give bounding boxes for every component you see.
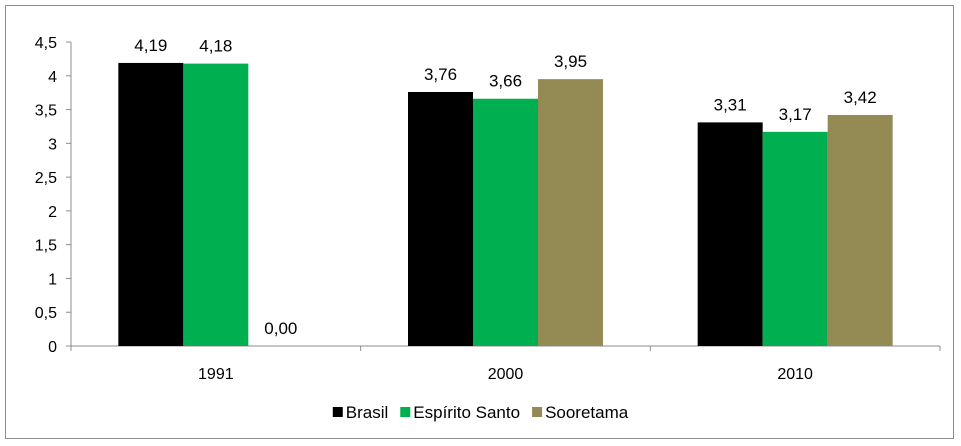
data-label: 3,95 — [554, 52, 587, 71]
bar — [183, 63, 249, 347]
bar — [118, 62, 184, 346]
legend-label: Sooretama — [545, 403, 629, 422]
data-label: 4,18 — [199, 37, 232, 56]
data-labels: 4,19 3,76 3,31 4,18 3,66 3,17 0,00 3,95 3,42 — [134, 36, 876, 338]
legend-label: Brasil — [346, 403, 389, 422]
y-tick-label: 2,5 — [35, 170, 57, 187]
legend-marker — [532, 407, 543, 417]
data-label: 3,31 — [714, 95, 747, 114]
y-tick-label: 3,5 — [35, 103, 57, 120]
x-tick-label: 1991 — [198, 366, 234, 383]
data-label: 0,00 — [264, 319, 297, 338]
y-tick-label: 0 — [48, 339, 57, 356]
y-tick-label: 3 — [48, 136, 57, 153]
data-label: 3,42 — [844, 88, 877, 107]
legend: Brasil Espírito Santo Sooretama — [332, 403, 629, 422]
bar — [538, 79, 603, 347]
y-tick-label: 1 — [48, 271, 57, 288]
bar — [697, 122, 763, 346]
data-label: 4,19 — [134, 36, 167, 55]
data-label: 3,76 — [424, 65, 457, 84]
legend-marker — [332, 407, 343, 417]
y-tick-label: 4 — [48, 69, 57, 86]
bar — [827, 114, 893, 347]
legend-marker — [400, 407, 411, 417]
bar — [473, 98, 538, 346]
data-label: 3,17 — [779, 105, 812, 124]
data-label: 3,66 — [489, 72, 522, 91]
x-tick-label: 2010 — [777, 366, 813, 383]
y-tick-label: 4,5 — [35, 35, 57, 52]
legend-label: Espírito Santo — [413, 403, 520, 422]
y-tick-label: 1,5 — [35, 238, 57, 255]
y-tick-label: 2 — [48, 204, 57, 221]
bar — [762, 131, 828, 346]
bars — [118, 62, 893, 347]
x-tick-label: 2000 — [488, 366, 524, 383]
bar — [408, 91, 473, 346]
y-tick-label: 0,5 — [35, 305, 57, 322]
